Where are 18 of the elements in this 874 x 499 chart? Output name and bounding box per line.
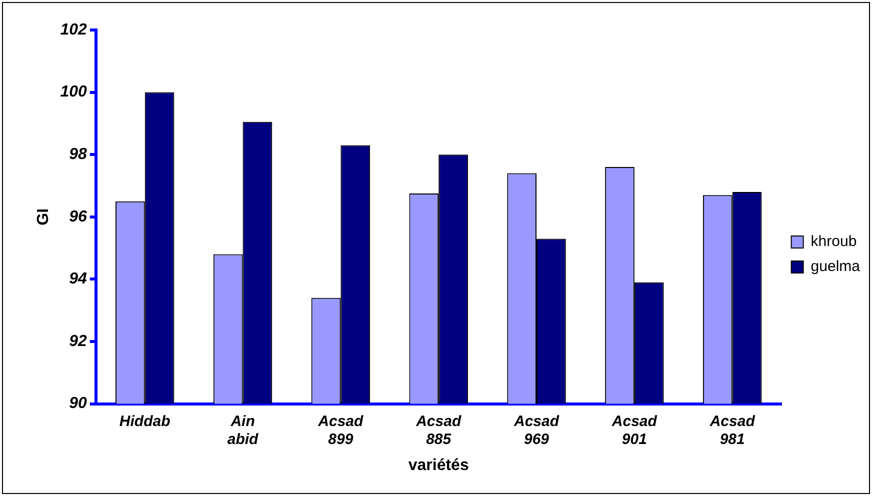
x-tick-label: Acsad 969: [513, 412, 560, 448]
y-tick-label: 100: [60, 84, 87, 101]
y-tick-label: 102: [60, 21, 87, 38]
y-tick-label: 96: [69, 208, 87, 226]
x-tick-label: Acsad 981: [708, 412, 756, 448]
legend-label: guelma: [810, 258, 861, 276]
y-tick-label: 92: [69, 332, 87, 350]
x-tick-label: Acsad 899: [317, 412, 364, 448]
y-axis-title: GI: [35, 208, 52, 226]
y-tick-label: 90: [69, 395, 87, 412]
x-tick-label: Acsad 885: [415, 412, 462, 448]
y-tick-label: 94: [69, 270, 87, 288]
x-tick-label: Hiddab: [119, 412, 170, 430]
x-tick-label: Acsad 901: [610, 412, 658, 448]
y-tick-label: 98: [69, 146, 87, 164]
x-axis-title: variétés: [408, 456, 469, 474]
x-tick-label: Ain abid: [227, 412, 260, 448]
legend-label: khroub: [810, 233, 857, 250]
